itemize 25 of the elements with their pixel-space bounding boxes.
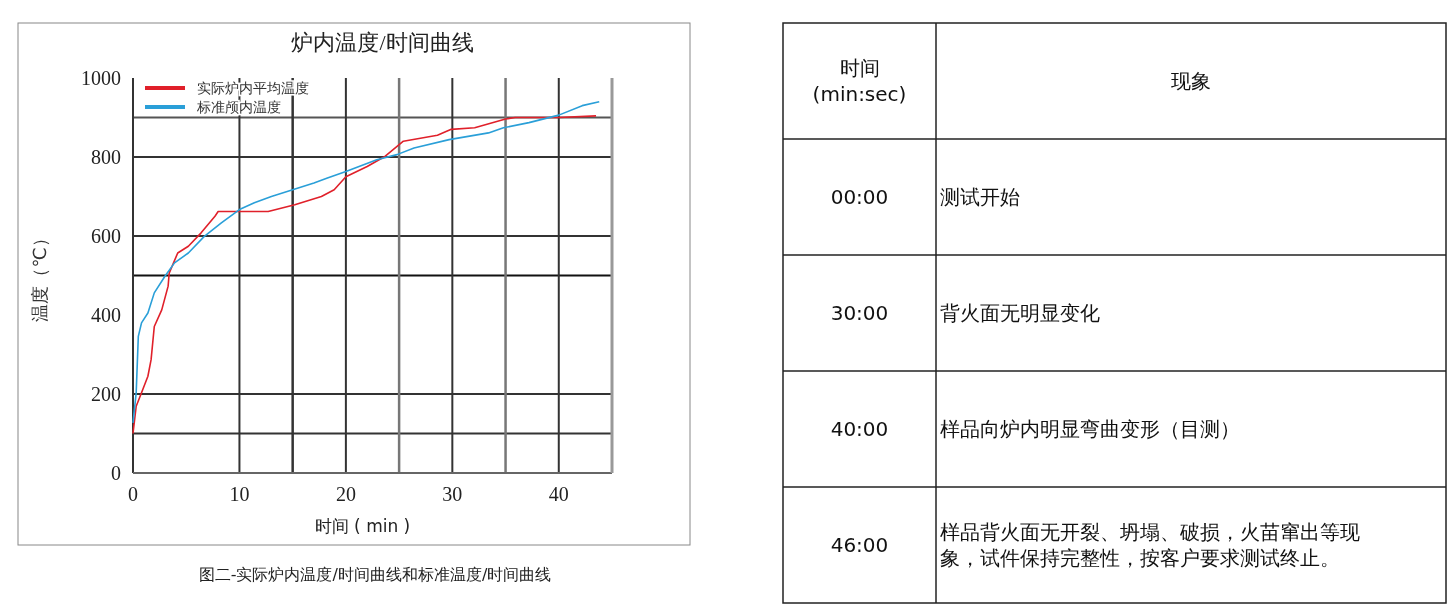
y-tick-label: 800 [91,146,121,168]
x-tick-label: 40 [548,483,569,505]
text: 30:00 [830,301,889,325]
chart-title: 炉内温度/时间曲线 [291,30,474,55]
x-tick-label: 0 [128,483,138,505]
text: 测试开始 [940,185,1020,209]
x-tick-label: 10 [229,483,250,505]
x-axis-title: 时间 ( min ) [314,516,411,536]
text: 现象 [1171,69,1211,93]
y-axis-title: 温度（℃） [29,229,50,322]
text: 40:00 [830,417,889,441]
x-tick-label: 20 [335,483,356,505]
y-tick-label: 1000 [81,67,121,89]
x-tick-label: 30 [442,483,463,505]
text: 00:00 [830,185,889,209]
text: 时间 (min:sec) [812,56,907,106]
y-tick-label: 400 [91,304,121,326]
text: 样品背火面无开裂、坍塌、破损，火苗窜出等现象，试件保持完整性，按客户要求测试终止。 [940,520,1360,570]
y-tick-label: 0 [111,462,121,484]
text: 背火面无明显变化 [940,301,1100,325]
text: 46:00 [830,533,889,557]
text: 样品向炉内明显弯曲变形（目测） [940,417,1240,441]
y-tick-label: 200 [91,383,121,405]
y-tick-label: 600 [91,225,121,247]
text: 图二-实际炉内温度/时间曲线和标准温度/时间曲线 [198,565,552,584]
